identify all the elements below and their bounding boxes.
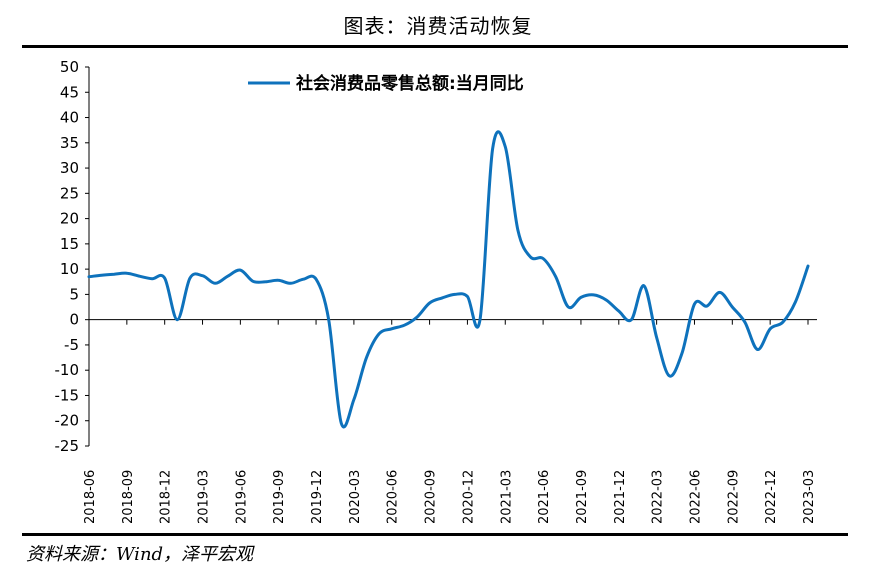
x-tick-label: 2019-03 xyxy=(197,470,212,524)
x-tick-label: 2018-09 xyxy=(121,470,136,524)
y-tick-label: 0 xyxy=(69,311,79,329)
y-tick-label: 50 xyxy=(60,58,79,76)
x-tick-label: 2020-03 xyxy=(348,470,363,524)
y-tick-label: -10 xyxy=(55,361,80,379)
x-tick-label: 2018-12 xyxy=(159,470,174,524)
x-tick-label: 2019-12 xyxy=(310,470,325,524)
x-tick-label: 2021-12 xyxy=(613,470,628,524)
x-tick-label: 2019-09 xyxy=(272,470,287,524)
y-tick-label: -15 xyxy=(55,386,80,404)
x-tick-label: 2023-03 xyxy=(802,470,817,524)
x-tick-label: 2020-09 xyxy=(424,470,439,524)
y-tick-label: 25 xyxy=(60,184,79,202)
y-tick-label: 20 xyxy=(60,210,79,228)
x-tick-label: 2022-06 xyxy=(688,470,703,524)
y-tick-label: 40 xyxy=(60,109,79,127)
figure-title: 图表：消费活动恢复 xyxy=(343,14,533,38)
top-rule xyxy=(22,45,848,48)
x-tick-label: 2019-06 xyxy=(234,470,249,524)
series-line-retail-sales xyxy=(87,130,810,429)
y-tick-label: -20 xyxy=(55,412,80,430)
y-tick-label: 10 xyxy=(60,260,79,278)
x-tick-label: 2018-06 xyxy=(83,470,98,524)
legend-label: 社会消费品零售总额:当月同比 xyxy=(295,73,524,94)
y-tick-label: 15 xyxy=(60,235,79,253)
source-note: 资料来源：Wind，泽平宏观 xyxy=(26,544,254,565)
x-tick-label: 2022-12 xyxy=(764,470,779,524)
y-tick-label: 45 xyxy=(60,83,79,101)
x-tick-label: 2021-09 xyxy=(575,470,590,524)
bottom-rule xyxy=(22,533,848,536)
x-tick-label: 2022-09 xyxy=(726,470,741,524)
y-tick-label: 30 xyxy=(60,159,79,177)
x-tick-label: 2021-03 xyxy=(499,470,514,524)
y-tick-label: -25 xyxy=(55,437,80,455)
x-tick-label: 2021-06 xyxy=(537,470,552,524)
x-tick-label: 2022-03 xyxy=(651,470,666,524)
x-tick-label: 2020-12 xyxy=(461,470,476,524)
y-tick-label: 35 xyxy=(60,134,79,152)
y-tick-label: 5 xyxy=(69,285,79,303)
x-tick-label: 2020-06 xyxy=(386,470,401,524)
y-tick-label: -5 xyxy=(64,336,79,354)
